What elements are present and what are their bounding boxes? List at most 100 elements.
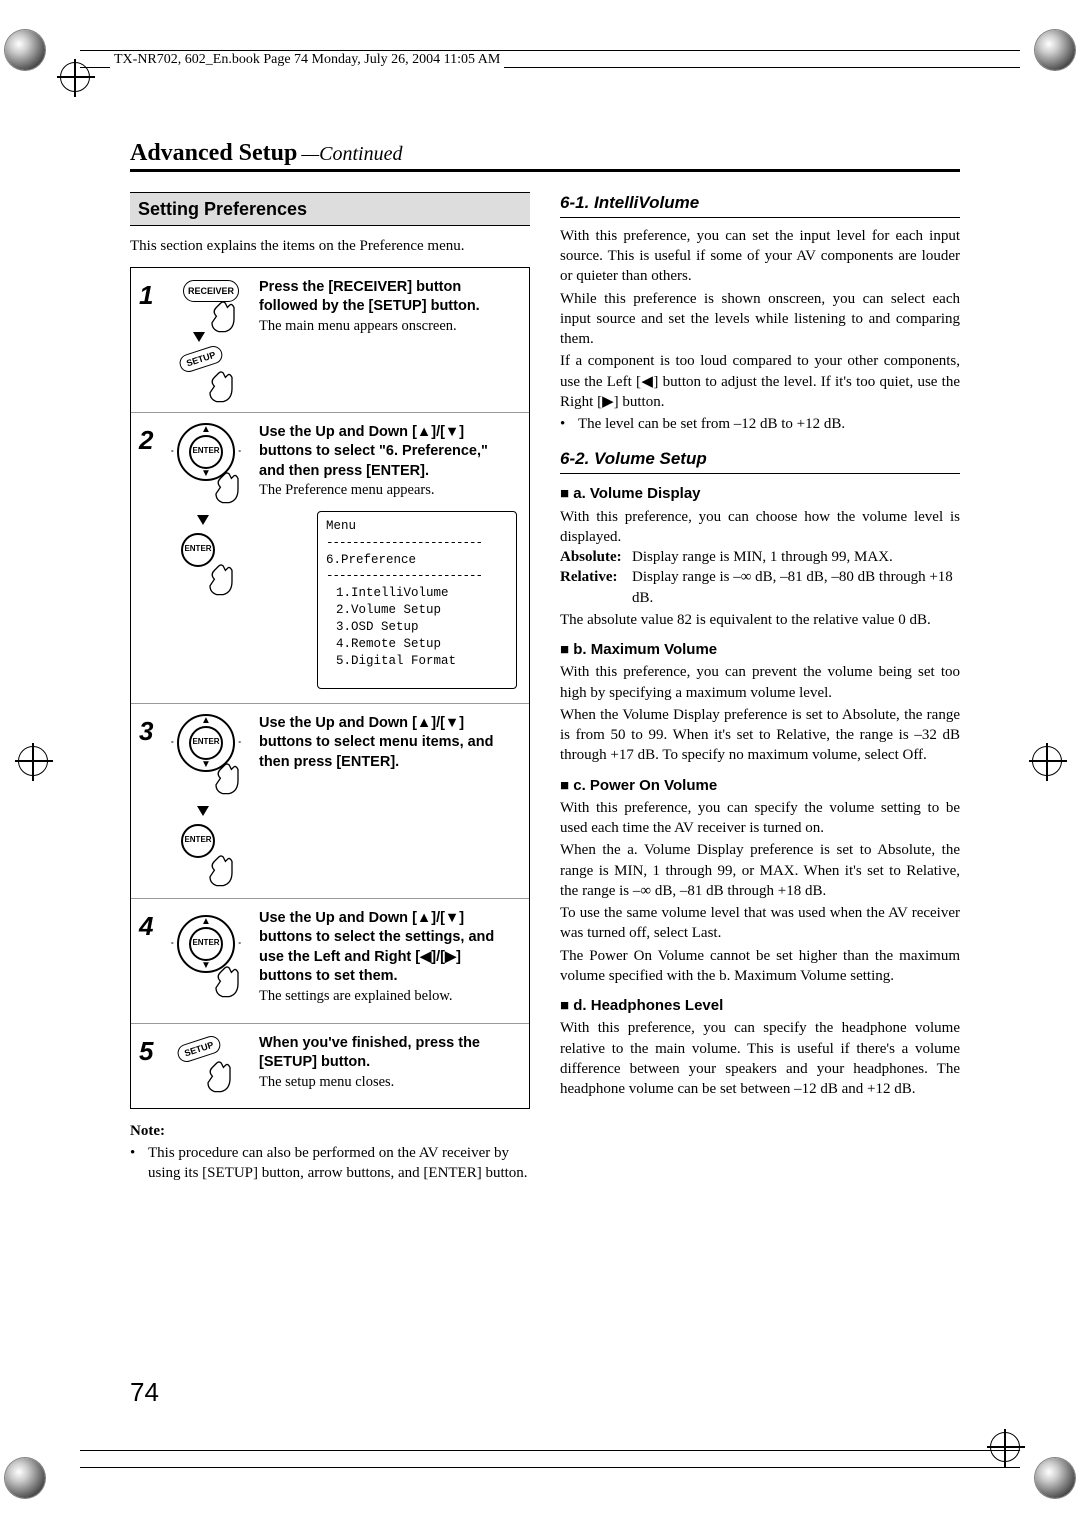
note-heading: Note: [130, 1121, 530, 1141]
a-rel-val: Display range is –∞ dB, –81 dB, –80 dB t… [632, 567, 960, 608]
dpad-enter-label: ENTER [192, 737, 219, 748]
heading-c: c. Power On Volume [560, 776, 960, 796]
step-1: 1 RECEIVER SETUP Press the [RECEIVER [131, 268, 529, 413]
section-bar-setting-preferences: Setting Preferences [130, 192, 530, 226]
registration-mark [1032, 746, 1062, 776]
menu-item: 4.Remote Setup [336, 636, 508, 653]
step-5-bold: When you've finished, press the [SETUP] … [259, 1034, 517, 1073]
steps-box: 1 RECEIVER SETUP Press the [RECEIVER [130, 267, 530, 1109]
step-4: 4 ▲ ▼ - - ENTER Us [131, 899, 529, 1024]
arrow-down-icon [193, 332, 205, 342]
s61-p1: With this preference, you can set the in… [560, 226, 960, 287]
c-p2: When the a. Volume Display preference is… [560, 840, 960, 901]
a-abs-val: Display range is MIN, 1 through 99, MAX. [632, 547, 893, 567]
step-3-graphic: ▲ ▼ - - ENTER ENTER [171, 714, 251, 884]
menu-item: 5.Digital Format [336, 653, 508, 670]
intro-text: This section explains the items on the P… [130, 236, 530, 256]
bullet-dot: • [130, 1143, 140, 1184]
c-p3: To use the same volume level that was us… [560, 903, 960, 944]
hand-icon [199, 362, 243, 406]
s61-bullet: • The level can be set from –12 dB to +1… [560, 414, 960, 434]
bullet-dot: • [560, 414, 570, 434]
b-p1: With this preference, you can prevent th… [560, 662, 960, 703]
a-abs-key: Absolute: [560, 547, 632, 567]
print-mark-sphere [1035, 30, 1075, 70]
print-mark-sphere [5, 1458, 45, 1498]
step-3: 3 ▲ ▼ - - ENTER ENTER [131, 704, 529, 899]
step-4-graphic: ▲ ▼ - - ENTER [171, 909, 251, 1009]
menu-divider: ------------------------ [326, 568, 508, 585]
left-column: Setting Preferences This section explain… [130, 192, 530, 1183]
hand-icon [201, 292, 245, 336]
step-4-text: Use the Up and Down [▲]/[▼] buttons to s… [259, 909, 517, 1007]
heading-d: d. Headphones Level [560, 996, 960, 1016]
d-p1: With this preference, you can specify th… [560, 1018, 960, 1099]
right-column: 6-1. IntelliVolume With this preference,… [560, 192, 960, 1183]
note-bullet: • This procedure can also be performed o… [130, 1143, 530, 1184]
print-mark-sphere [5, 30, 45, 70]
s61-p2: While this preference is shown onscreen,… [560, 289, 960, 350]
s61-bullet-text: The level can be set from –12 dB to +12 … [578, 414, 845, 434]
step-5: 5 SETUP When you've finished, press the … [131, 1024, 529, 1108]
step-4-plain: The settings are explained below. [259, 987, 517, 1007]
step-number: 1 [139, 278, 163, 313]
page-content: Advanced Setup —Continued Setting Prefer… [130, 140, 960, 1183]
subhead-6-1: 6-1. IntelliVolume [560, 192, 960, 218]
menu-subtitle: 6.Preference [326, 552, 508, 569]
step-5-graphic: SETUP [171, 1034, 251, 1094]
registration-mark [18, 746, 48, 776]
step-4-bold: Use the Up and Down [▲]/[▼] buttons to s… [259, 909, 517, 987]
arrow-down-icon [197, 515, 209, 525]
step-1-plain: The main menu appears onscreen. [259, 317, 517, 337]
page-number: 74 [130, 1377, 159, 1408]
step-2-text: Use the Up and Down [▲]/[▼] buttons to s… [259, 423, 517, 689]
step-number: 3 [139, 714, 163, 749]
a-relative: Relative: Display range is –∞ dB, –81 dB… [560, 567, 960, 608]
step-2-graphic: ▲ ▼ - - ENTER ENTER [171, 423, 251, 613]
step-1-text: Press the [RECEIVER] button followed by … [259, 278, 517, 337]
step-2: 2 ▲ ▼ - - ENTER ENTER [131, 413, 529, 704]
hand-icon [199, 846, 243, 890]
b-p2: When the Volume Display preference is se… [560, 705, 960, 766]
header-continued: —Continued [301, 143, 402, 165]
step-1-bold: Press the [RECEIVER] button followed by … [259, 278, 517, 317]
a-p1: With this preference, you can choose how… [560, 507, 960, 548]
step-number: 4 [139, 909, 163, 944]
osd-menu-panel: Menu ------------------------ 6.Preferen… [317, 511, 517, 689]
heading-b: b. Maximum Volume [560, 640, 960, 660]
print-mark-sphere [1035, 1458, 1075, 1498]
a-p2: The absolute value 82 is equivalent to t… [560, 610, 960, 630]
step-3-bold: Use the Up and Down [▲]/[▼] buttons to s… [259, 714, 517, 773]
a-rel-key: Relative: [560, 567, 632, 608]
dpad-enter-label: ENTER [192, 938, 219, 949]
dpad-enter-label: ENTER [192, 446, 219, 457]
header-title: Advanced Setup [130, 140, 297, 166]
hand-icon [197, 1052, 241, 1096]
menu-divider: ------------------------ [326, 535, 508, 552]
hand-icon [205, 754, 249, 798]
hand-icon [199, 555, 243, 599]
menu-item: 3.OSD Setup [336, 619, 508, 636]
arrow-down-icon [197, 806, 209, 816]
step-number: 2 [139, 423, 163, 458]
page-frame-bottom [80, 1450, 1020, 1468]
step-2-bold: Use the Up and Down [▲]/[▼] buttons to s… [259, 423, 517, 482]
a-absolute: Absolute: Display range is MIN, 1 throug… [560, 547, 960, 567]
c-p4: The Power On Volume cannot be set higher… [560, 946, 960, 987]
s61-p3: If a component is too loud compared to y… [560, 351, 960, 412]
step-5-plain: The setup menu closes. [259, 1073, 517, 1093]
heading-a: a. Volume Display [560, 484, 960, 504]
step-5-text: When you've finished, press the [SETUP] … [259, 1034, 517, 1093]
menu-title: Menu [326, 518, 508, 535]
menu-item: 2.Volume Setup [336, 602, 508, 619]
hand-icon [205, 957, 249, 1001]
step-3-text: Use the Up and Down [▲]/[▼] buttons to s… [259, 714, 517, 773]
step-number: 5 [139, 1034, 163, 1069]
page-header: Advanced Setup —Continued [130, 140, 960, 172]
step-2-plain: The Preference menu appears. [259, 481, 517, 501]
hand-icon [205, 463, 249, 507]
subhead-6-2: 6-2. Volume Setup [560, 448, 960, 474]
page-frame-header-text: TX-NR702, 602_En.book Page 74 Monday, Ju… [110, 52, 504, 68]
step-1-graphic: RECEIVER SETUP [171, 278, 251, 398]
menu-item: 1.IntelliVolume [336, 585, 508, 602]
